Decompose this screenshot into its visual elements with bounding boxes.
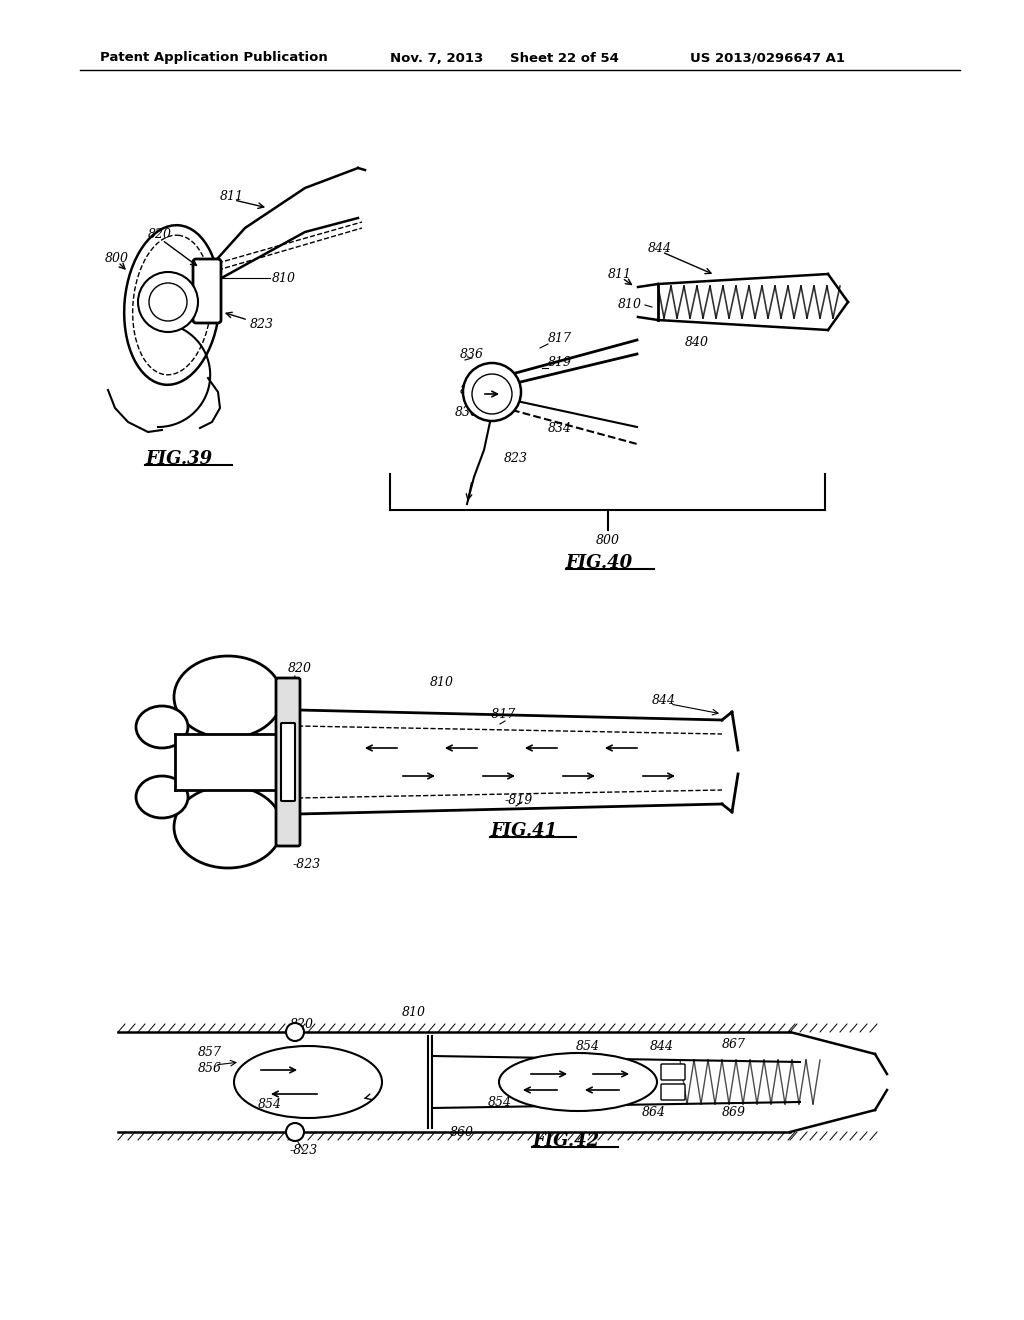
- FancyBboxPatch shape: [662, 1064, 685, 1080]
- Ellipse shape: [174, 656, 282, 738]
- Ellipse shape: [136, 776, 188, 818]
- Text: Sheet 22 of 54: Sheet 22 of 54: [510, 51, 618, 65]
- Text: 860: 860: [450, 1126, 474, 1138]
- Text: FIG.42: FIG.42: [532, 1133, 599, 1150]
- Ellipse shape: [174, 785, 282, 869]
- Text: FIG.39: FIG.39: [145, 450, 212, 469]
- FancyBboxPatch shape: [276, 678, 300, 846]
- Text: 857: 857: [198, 1045, 222, 1059]
- Text: 810: 810: [402, 1006, 426, 1019]
- Text: 854: 854: [575, 1040, 600, 1052]
- Text: 836: 836: [460, 348, 484, 362]
- Text: Nov. 7, 2013: Nov. 7, 2013: [390, 51, 483, 65]
- Text: 800: 800: [596, 533, 620, 546]
- Text: 834: 834: [548, 421, 572, 434]
- Text: 820: 820: [290, 1019, 314, 1031]
- Text: 817: 817: [548, 331, 572, 345]
- Text: FIG.41: FIG.41: [490, 822, 557, 840]
- Text: 856: 856: [198, 1061, 222, 1074]
- Text: 854: 854: [258, 1098, 282, 1111]
- Text: -823: -823: [293, 858, 322, 870]
- Circle shape: [138, 272, 198, 333]
- Text: US 2013/0296647 A1: US 2013/0296647 A1: [690, 51, 845, 65]
- Ellipse shape: [234, 1045, 382, 1118]
- Text: 867: 867: [722, 1038, 746, 1051]
- FancyBboxPatch shape: [662, 1084, 685, 1100]
- Text: 854: 854: [488, 1096, 512, 1109]
- Text: 844: 844: [652, 693, 676, 706]
- Text: 864: 864: [642, 1106, 666, 1118]
- Circle shape: [286, 1023, 304, 1041]
- Text: 820: 820: [148, 228, 172, 242]
- Text: 810: 810: [618, 298, 642, 312]
- Text: 800: 800: [105, 252, 129, 264]
- Text: 810: 810: [272, 272, 296, 285]
- Ellipse shape: [136, 706, 188, 748]
- Text: 844: 844: [648, 242, 672, 255]
- Ellipse shape: [499, 1053, 657, 1111]
- Text: 840: 840: [685, 335, 709, 348]
- Text: FIG.40: FIG.40: [565, 554, 633, 572]
- Text: 830: 830: [455, 405, 479, 418]
- Text: -823: -823: [290, 1143, 318, 1156]
- Text: 823: 823: [250, 318, 274, 331]
- Circle shape: [286, 1123, 304, 1140]
- Text: 811: 811: [608, 268, 632, 281]
- Text: 810: 810: [430, 676, 454, 689]
- Bar: [176, 734, 276, 789]
- Text: -819: -819: [505, 793, 534, 807]
- Text: 869: 869: [722, 1106, 746, 1118]
- FancyBboxPatch shape: [193, 259, 221, 323]
- Text: -817: -817: [488, 709, 516, 722]
- Text: 820: 820: [288, 661, 312, 675]
- Text: 811: 811: [220, 190, 244, 203]
- Ellipse shape: [124, 226, 220, 385]
- Text: 820: 820: [460, 384, 484, 396]
- Text: 819: 819: [548, 355, 572, 368]
- Text: 823: 823: [504, 451, 528, 465]
- Ellipse shape: [463, 363, 521, 421]
- FancyBboxPatch shape: [281, 723, 295, 801]
- Text: 844: 844: [650, 1040, 674, 1052]
- Text: Patent Application Publication: Patent Application Publication: [100, 51, 328, 65]
